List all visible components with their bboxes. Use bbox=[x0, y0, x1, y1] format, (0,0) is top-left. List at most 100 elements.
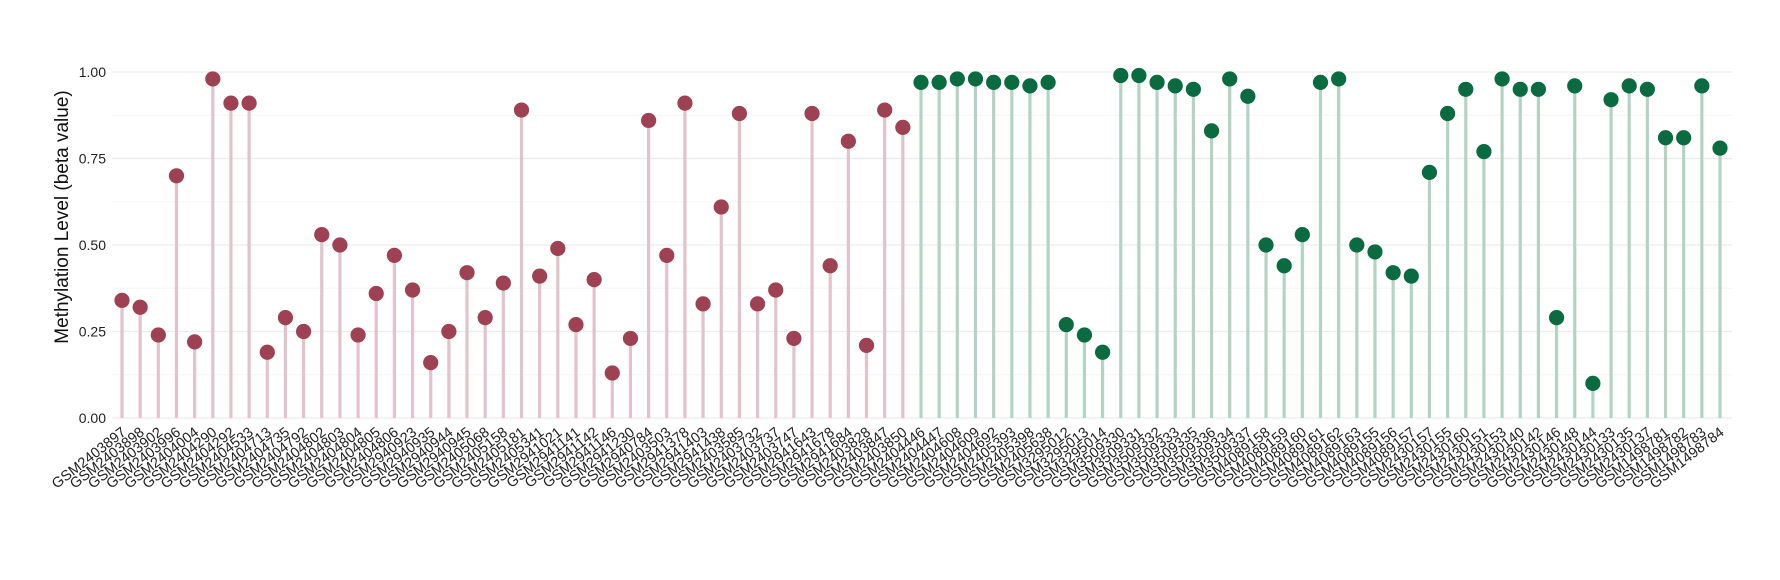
stems bbox=[120, 75, 1722, 418]
lollipop-dot bbox=[1476, 143, 1492, 160]
y-axis-title: Methylation Level (beta value) bbox=[52, 90, 73, 343]
lollipop-dot bbox=[1385, 265, 1401, 281]
lollipop-dot bbox=[150, 327, 166, 343]
lollipop-dot bbox=[641, 112, 657, 129]
lollipop-dot bbox=[1349, 237, 1365, 253]
lollipop-dot bbox=[731, 105, 748, 122]
lollipop-dot bbox=[114, 292, 130, 308]
y-tick-label: 0.25 bbox=[79, 324, 106, 340]
lollipop-dot bbox=[749, 296, 766, 312]
lollipop-dot bbox=[1530, 81, 1547, 97]
lollipop-dot bbox=[804, 105, 820, 122]
lollipop-dot bbox=[1058, 316, 1074, 333]
lollipop-dot bbox=[1203, 123, 1220, 139]
lollipop-dot bbox=[459, 265, 475, 281]
lollipop-dot bbox=[1458, 81, 1474, 97]
lollipop-dot bbox=[386, 247, 402, 263]
lollipop-dot bbox=[350, 327, 366, 343]
lollipop-dot bbox=[695, 296, 711, 312]
lollipop-dot bbox=[441, 323, 457, 340]
lollipop-dot bbox=[1040, 74, 1056, 90]
lollipop-dot bbox=[368, 285, 384, 302]
lollipop-dot bbox=[1294, 227, 1310, 243]
lollipop-dot bbox=[423, 355, 439, 371]
lollipop-dot bbox=[295, 323, 312, 340]
lollipop-dot bbox=[1094, 344, 1111, 360]
x-tick-labels: GSM2403897GSM2403898GSM2403902GSM2403996… bbox=[49, 425, 1727, 493]
lollipop-dot bbox=[586, 272, 602, 288]
lollipop-dot bbox=[495, 275, 511, 291]
lollipop-dot bbox=[659, 247, 675, 263]
lollipop-dot bbox=[1185, 81, 1201, 97]
lollipop-dot bbox=[1694, 78, 1710, 94]
lollipop-dot bbox=[1421, 164, 1438, 180]
lollipop-dot bbox=[1312, 74, 1329, 90]
lollipop-dot bbox=[1331, 71, 1347, 87]
y-tick-label: 0.75 bbox=[79, 151, 106, 167]
lollipop-dot bbox=[187, 334, 203, 350]
lollipop-dot bbox=[168, 168, 185, 184]
lollipop-dot bbox=[1639, 81, 1655, 97]
y-tick-label: 0.50 bbox=[79, 237, 106, 253]
lollipop-dot bbox=[713, 199, 729, 215]
lollipop-dot bbox=[1548, 310, 1565, 326]
lollipop-dot bbox=[314, 227, 330, 243]
lollipop-dot bbox=[1131, 67, 1147, 84]
lollipop-dot bbox=[967, 71, 984, 87]
lollipop-dot bbox=[1276, 258, 1292, 274]
lollipop-dot bbox=[1494, 71, 1510, 87]
y-tick-label: 1.00 bbox=[79, 64, 106, 80]
lollipop-dot bbox=[1004, 74, 1020, 90]
lollipop-dot bbox=[622, 330, 639, 347]
lollipop-dot bbox=[241, 95, 257, 111]
lollipop-dot bbox=[205, 71, 221, 87]
lollipop-dot bbox=[1676, 130, 1692, 146]
lollipop-dot bbox=[1076, 327, 1093, 343]
lollipop-dot bbox=[786, 330, 802, 347]
y-tick-label: 0.00 bbox=[79, 410, 106, 426]
lollipop-dot bbox=[1657, 130, 1674, 146]
lollipop-dot bbox=[604, 365, 620, 381]
lollipop-dot bbox=[1712, 140, 1728, 156]
lollipop-dot bbox=[1403, 268, 1419, 284]
lollipop-dot bbox=[550, 240, 566, 257]
lollipop-dot bbox=[568, 316, 584, 333]
lollipop-dot bbox=[1149, 74, 1165, 90]
lollipop-dot bbox=[513, 102, 530, 118]
lollipop-dot bbox=[477, 310, 493, 326]
lollipop-dot bbox=[877, 102, 893, 118]
lollipop-dot bbox=[1603, 92, 1619, 108]
lollipop-dot bbox=[277, 310, 294, 326]
lollipop-dot bbox=[986, 74, 1002, 90]
lollipop-dot bbox=[1167, 78, 1183, 94]
lollipop-dot bbox=[1022, 78, 1038, 94]
y-tick-labels: 0.00 0.25 0.50 0.75 1.00 bbox=[79, 64, 106, 426]
lollipop-dot bbox=[949, 71, 965, 87]
lollipop-dot bbox=[404, 282, 421, 298]
lollipop-dot bbox=[1585, 375, 1601, 391]
lollipop-dot bbox=[1113, 67, 1129, 84]
lollipop-dot bbox=[223, 95, 239, 111]
lollipop-dot bbox=[822, 258, 838, 274]
lollipop-dot bbox=[913, 74, 929, 90]
lollipop-dot bbox=[1240, 88, 1256, 104]
lollipop-dot bbox=[858, 337, 875, 353]
lollipop-dot bbox=[1621, 78, 1637, 94]
lollipop-dot bbox=[895, 119, 911, 135]
lollipop-dot bbox=[1512, 81, 1528, 97]
lollipop-dot bbox=[840, 133, 856, 149]
lollipop-dot bbox=[532, 268, 548, 284]
lollipop-dot bbox=[259, 344, 275, 360]
lollipop-dot bbox=[1258, 237, 1274, 253]
lollipop-dot bbox=[132, 299, 148, 315]
lollipop-dot bbox=[1567, 78, 1583, 94]
lollipop-dot bbox=[1440, 105, 1456, 122]
lollipop-dot bbox=[1367, 244, 1383, 260]
lollipop-dot bbox=[677, 95, 693, 111]
lollipop-dot bbox=[332, 237, 348, 253]
lollipop-dot bbox=[768, 282, 784, 298]
lollipop-dot bbox=[931, 74, 947, 90]
dots bbox=[114, 67, 1728, 391]
lollipop-dot bbox=[1222, 71, 1238, 87]
